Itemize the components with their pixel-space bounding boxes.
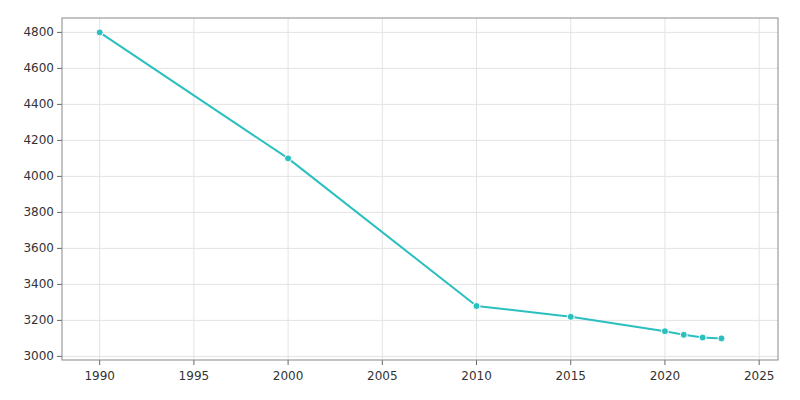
point <box>567 313 574 320</box>
y-tick-label: 4000 <box>23 169 54 183</box>
y-tick <box>57 68 62 69</box>
y-tick-label: 4600 <box>23 61 54 75</box>
x-tick-label: 2010 <box>461 369 492 383</box>
plot-frame <box>62 18 778 360</box>
x-tick-label: 1990 <box>84 369 115 383</box>
y-tick <box>57 140 62 141</box>
y-tick-label: 4800 <box>23 25 54 39</box>
y-tick-label: 3800 <box>23 205 54 219</box>
chart-svg: 3000 3200 3400 3600 3800 4000 4200 4400 4600 4800… <box>0 0 800 400</box>
page: {"chart_data": {"type": "line", "x": [19… <box>0 0 800 400</box>
line <box>100 32 722 338</box>
y-grid-line <box>62 140 778 141</box>
x-tick-label: 2005 <box>367 369 398 383</box>
x-tick <box>570 360 571 365</box>
y-tick <box>57 248 62 249</box>
y-tick-label: 3000 <box>23 349 54 363</box>
x-grid-line <box>288 18 289 360</box>
chart-container: 3000 3200 3400 3600 3800 4000 4200 4400 4600 4800… <box>0 0 800 400</box>
x-tick <box>476 360 477 365</box>
y-tick <box>57 32 62 33</box>
point <box>718 335 725 342</box>
x-grid-line <box>382 18 383 360</box>
point <box>661 328 668 335</box>
point <box>285 155 292 162</box>
point <box>680 331 687 338</box>
x-tick-label: 2015 <box>555 369 586 383</box>
point <box>699 334 706 341</box>
x-grid-line <box>99 18 100 360</box>
y-grid-line <box>62 176 778 177</box>
y-tick-label: 3400 <box>23 277 54 291</box>
y-grid-line <box>62 320 778 321</box>
x-tick <box>664 360 665 365</box>
plot-background <box>62 18 778 360</box>
y-grid-line <box>62 212 778 213</box>
x-tick-label: 1995 <box>179 369 210 383</box>
y-tick-label: 3600 <box>23 241 54 255</box>
data-layer <box>96 29 725 342</box>
x-tick <box>382 360 383 365</box>
x-grid-line <box>759 18 760 360</box>
y-grid-line <box>62 356 778 357</box>
y-tick <box>57 320 62 321</box>
x-tick <box>99 360 100 365</box>
y-grid-line <box>62 104 778 105</box>
x-tick <box>759 360 760 365</box>
y-tick <box>57 176 62 177</box>
y-tick-label: 4400 <box>23 97 54 111</box>
x-grid-line <box>570 18 571 360</box>
y-tick <box>57 104 62 105</box>
x-tick <box>288 360 289 365</box>
x-tick-label: 2025 <box>744 369 775 383</box>
y-tick <box>57 356 62 357</box>
grid <box>62 18 778 360</box>
axes: 3000 3200 3400 3600 3800 4000 4200 4400 4600 4800… <box>23 25 774 383</box>
y-grid-line <box>62 32 778 33</box>
y-tick-label: 3200 <box>23 313 54 327</box>
x-tick <box>193 360 194 365</box>
y-tick <box>57 212 62 213</box>
x-grid-line <box>664 18 665 360</box>
y-grid-line <box>62 68 778 69</box>
x-tick-label: 2020 <box>650 369 681 383</box>
y-grid-line <box>62 248 778 249</box>
y-tick-label: 4200 <box>23 133 54 147</box>
y-grid-line <box>62 284 778 285</box>
point <box>96 29 103 36</box>
x-tick-label: 2000 <box>273 369 304 383</box>
y-tick <box>57 284 62 285</box>
point <box>473 303 480 310</box>
x-grid-line <box>193 18 194 360</box>
